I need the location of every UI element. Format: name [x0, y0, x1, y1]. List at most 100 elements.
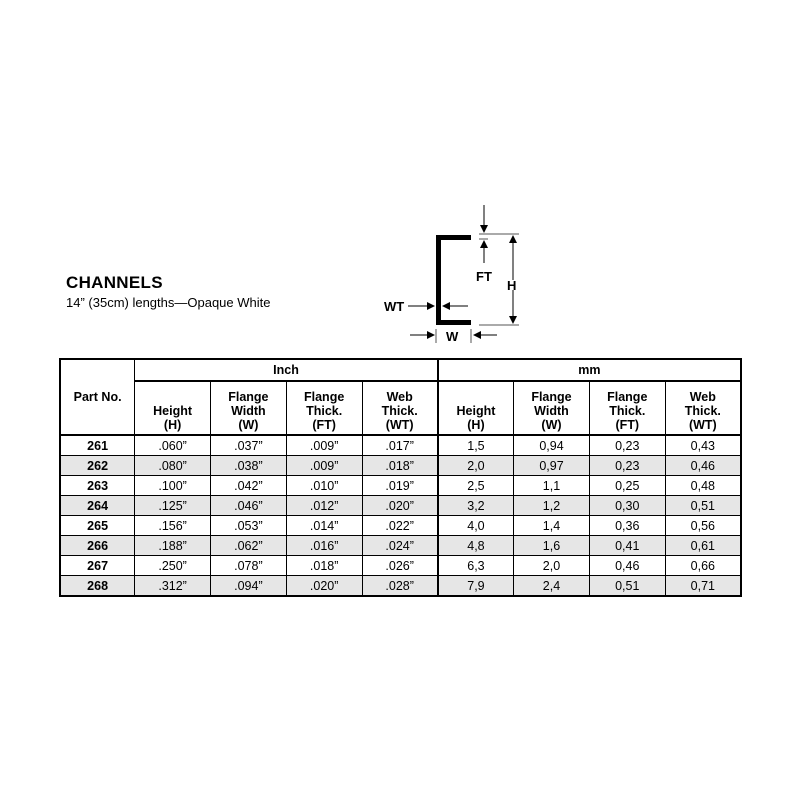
- column-header: Height (H): [134, 380, 211, 436]
- part-number-cell: 263: [59, 475, 136, 496]
- column-header-line: (WT): [688, 418, 717, 432]
- table-cell: .018”: [285, 555, 363, 576]
- table-row: 265.156” .053” .014” .022” 4,0 1,4 0,36 0,56: [59, 515, 742, 536]
- channel-spec-table: Part No. Inch mm Height (H) Flange Width (W) Fla…: [59, 358, 742, 597]
- table-cell: .094”: [209, 575, 287, 597]
- table-cell: .012”: [285, 495, 363, 516]
- table-cell: .024”: [361, 535, 439, 556]
- table-cell: .009”: [285, 455, 363, 476]
- column-header-line: Flange: [228, 390, 269, 404]
- ft-label: FT: [476, 269, 492, 284]
- table-row: 266.188” .062” .016” .024” 4,8 1,6 0,41 0,61: [59, 535, 742, 556]
- column-header-line: Flange: [607, 390, 648, 404]
- table-cell: .017”: [361, 434, 439, 456]
- table-cell: 0,43: [664, 434, 742, 456]
- column-header-line: (WT): [385, 418, 414, 432]
- table-cell: .014”: [285, 515, 363, 536]
- w-label: W: [446, 329, 459, 344]
- table-cell: 7,9: [436, 575, 515, 597]
- section-subtitle: 14” (35cm) lengths—Opaque White: [66, 295, 271, 310]
- table-cell: .010”: [285, 475, 363, 496]
- column-header-line: Web: [386, 390, 413, 404]
- column-header: Flange Width (W): [209, 380, 287, 436]
- column-header: Flange Thick. (FT): [588, 380, 666, 436]
- column-header-line: Width: [534, 404, 569, 418]
- part-number-cell: 268: [59, 575, 136, 597]
- part-number-cell: 261: [59, 434, 136, 456]
- table-cell: 0,41: [588, 535, 666, 556]
- table-cell: 1,1: [513, 475, 590, 496]
- table-cell: 0,46: [588, 555, 666, 576]
- table-cell: .188”: [134, 535, 211, 556]
- channel-profile: [436, 235, 471, 325]
- table-row: 262.080” .038” .009” .018” 2,0 0,97 0,23 0,46: [59, 455, 742, 476]
- table-cell: .250”: [134, 555, 211, 576]
- channel-dimension-diagram: FT H WT W: [384, 205, 519, 344]
- table-row: 263.100” .042” .010” .019” 2,5 1,1 0,25 0,48: [59, 475, 742, 496]
- table-cell: .028”: [361, 575, 439, 597]
- table-cell: 2,5: [436, 475, 515, 496]
- column-header: Web Thick. (WT): [664, 380, 742, 436]
- column-header-line: (H): [467, 418, 485, 432]
- table-cell: 0,71: [664, 575, 742, 597]
- table-cell: .078”: [209, 555, 287, 576]
- table-cell: 2,4: [513, 575, 590, 597]
- column-header: Flange Width (W): [513, 380, 590, 436]
- part-number-cell: 262: [59, 455, 136, 476]
- table-cell: .009”: [285, 434, 363, 456]
- table-cell: .042”: [209, 475, 287, 496]
- table-cell: 2,0: [513, 555, 590, 576]
- table-cell: 0,94: [513, 434, 590, 456]
- table-cell: 0,51: [664, 495, 742, 516]
- table-cell: .020”: [361, 495, 439, 516]
- table-cell: .038”: [209, 455, 287, 476]
- column-header-line: Height: [456, 404, 496, 418]
- part-number-cell: 267: [59, 555, 136, 576]
- table-cell: 0,51: [588, 575, 666, 597]
- table-cell: 6,3: [436, 555, 515, 576]
- table-cell: .018”: [361, 455, 439, 476]
- column-header-line: (FT): [615, 418, 640, 432]
- table-cell: 0,46: [664, 455, 742, 476]
- table-cell: 4,0: [436, 515, 515, 536]
- column-header-line: Flange: [531, 390, 572, 404]
- table-cell: 0,66: [664, 555, 742, 576]
- column-header-line: Thick.: [609, 404, 646, 418]
- column-header-line: Web: [689, 390, 716, 404]
- column-header-line: Height: [153, 404, 193, 418]
- table-cell: 0,25: [588, 475, 666, 496]
- part-no-header: Part No.: [59, 358, 136, 436]
- table-cell: 0,61: [664, 535, 742, 556]
- table-cell: 0,56: [664, 515, 742, 536]
- table-cell: 0,36: [588, 515, 666, 536]
- table-cell: .060”: [134, 434, 211, 456]
- section-title: CHANNELS: [66, 273, 163, 292]
- group-header-inch: Inch: [134, 358, 439, 382]
- table-row: 268.312” .094” .020” .028” 7,9 2,4 0,51 0,71: [59, 575, 742, 597]
- column-header: Height (H): [436, 380, 515, 436]
- table-cell: 0,23: [588, 455, 666, 476]
- column-header-line: Width: [231, 404, 266, 418]
- table-cell: 1,5: [436, 434, 515, 456]
- column-header-line: Thick.: [306, 404, 343, 418]
- table-cell: 1,2: [513, 495, 590, 516]
- table-cell: .020”: [285, 575, 363, 597]
- table-row: 267.250” .078” .018” .026” 6,3 2,0 0,46 0,66: [59, 555, 742, 576]
- table-cell: .026”: [361, 555, 439, 576]
- table-cell: .053”: [209, 515, 287, 536]
- table-cell: 3,2: [436, 495, 515, 516]
- column-header-line: Thick.: [684, 404, 721, 418]
- table-cell: 0,23: [588, 434, 666, 456]
- column-header-line: Flange: [304, 390, 345, 404]
- column-header: Web Thick. (WT): [361, 380, 439, 436]
- part-number-cell: 266: [59, 535, 136, 556]
- table-cell: .019”: [361, 475, 439, 496]
- table-cell: .312”: [134, 575, 211, 597]
- h-label: H: [507, 278, 516, 293]
- column-header-line: (W): [541, 418, 562, 432]
- part-number-cell: 264: [59, 495, 136, 516]
- table-row: 264.125” .046” .012” .020” 3,2 1,2 0,30 0,51: [59, 495, 742, 516]
- table-cell: .100”: [134, 475, 211, 496]
- column-header-line: Thick.: [381, 404, 418, 418]
- wt-label: WT: [384, 299, 404, 314]
